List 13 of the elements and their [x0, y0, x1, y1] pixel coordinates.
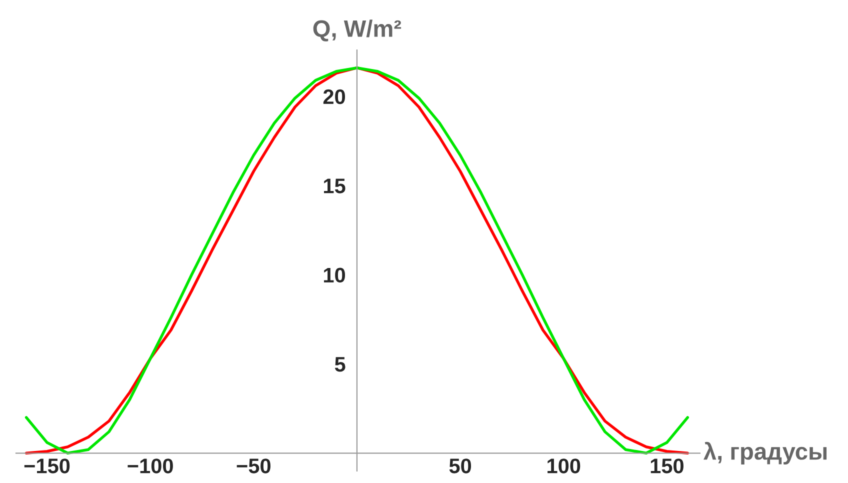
y-tick-label: 15: [324, 178, 346, 194]
x-tick-label: −150: [24, 458, 70, 474]
y-tick-label: 10: [324, 268, 346, 283]
y-axis-title: Q, W/m²: [313, 20, 402, 42]
line-series: [24, 66, 689, 455]
x-axis-title: λ, градусы: [704, 442, 827, 464]
x-tick-label: 150: [650, 458, 684, 474]
y-tick-label: 20: [323, 89, 346, 104]
x-tick-label: −100: [128, 458, 173, 474]
x-tick-label: 100: [548, 458, 580, 474]
y-tick-label: 5: [334, 357, 346, 372]
x-tick-label: 50: [449, 458, 472, 474]
x-tick-label: −50: [236, 458, 270, 474]
